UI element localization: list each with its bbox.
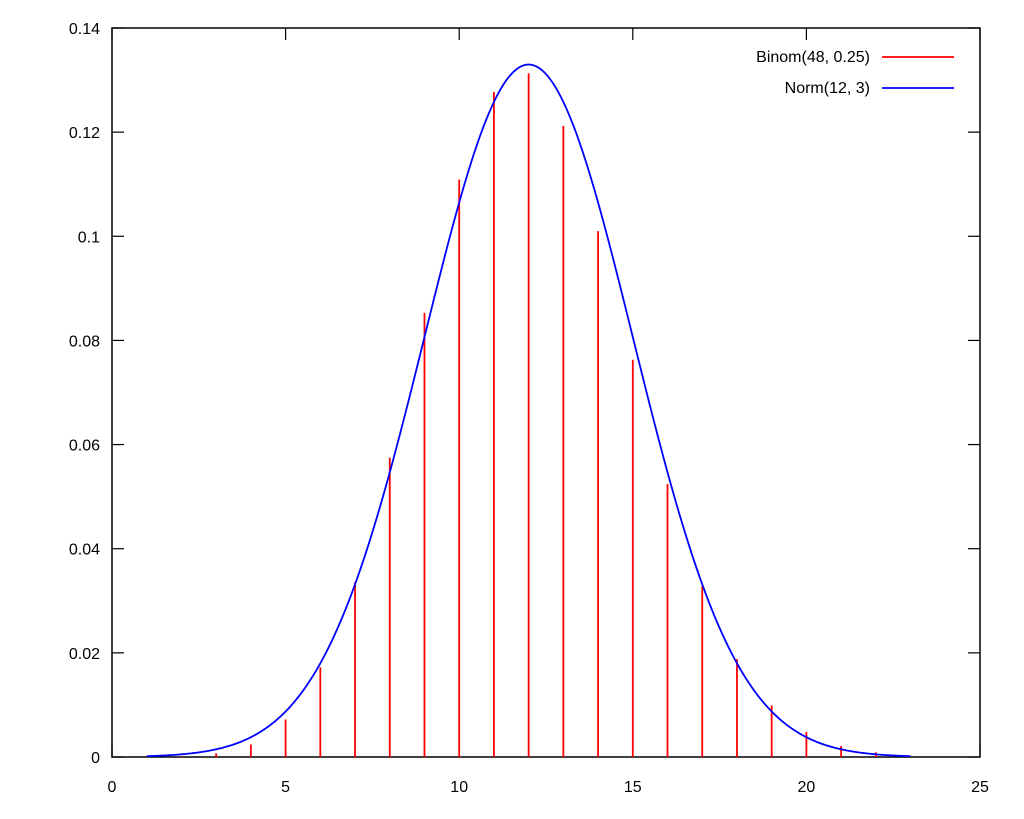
x-tick-label: 20 [798, 779, 816, 796]
x-tick-label: 25 [971, 779, 989, 796]
binom-series [180, 73, 877, 757]
x-tick-label: 5 [281, 779, 290, 796]
x-tick-label: 15 [624, 779, 642, 796]
plot-frame [111, 27, 981, 758]
x-tick-label: 0 [108, 779, 117, 796]
legend: Binom(48, 0.25) Norm(12, 3) [756, 49, 954, 97]
y-tick-label: 0.08 [69, 333, 100, 350]
norm-series [146, 63, 911, 758]
legend-label-binom: Binom(48, 0.25) [756, 49, 870, 66]
y-tick-label: 0.12 [69, 125, 100, 142]
y-tick-label: 0.1 [78, 229, 100, 246]
y-tick-label: 0.06 [69, 438, 100, 455]
legend-label-norm: Norm(12, 3) [785, 80, 870, 97]
y-tick-label: 0.14 [69, 21, 100, 38]
y-axis: 0 0.02 0.04 0.06 0.08 0.1 0.12 0.14 [69, 21, 980, 767]
y-tick-label: 0 [91, 750, 100, 767]
norm-curve [146, 63, 911, 758]
x-tick-label: 10 [450, 779, 468, 796]
x-axis: 0 5 10 15 20 25 [108, 28, 989, 796]
y-tick-label: 0.04 [69, 542, 100, 559]
y-tick-label: 0.02 [69, 646, 100, 663]
